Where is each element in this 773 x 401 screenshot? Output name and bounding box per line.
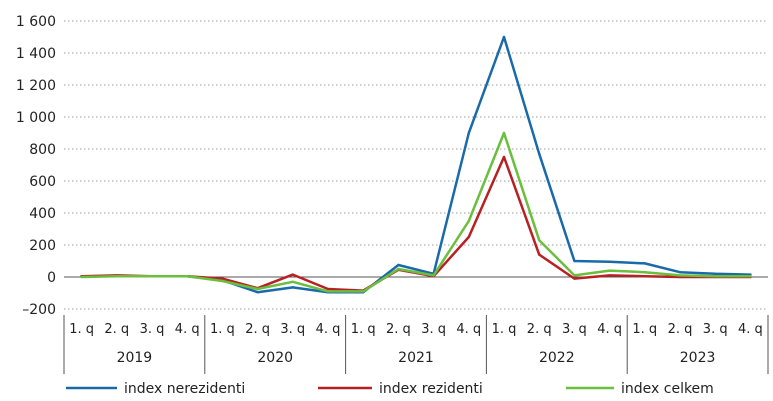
data-point bbox=[397, 267, 400, 271]
y-tick-label: 0 bbox=[47, 270, 56, 286]
y-tick-label: 1 000 bbox=[16, 110, 56, 126]
x-tick-label: 4. q bbox=[456, 322, 481, 337]
x-tick-label: 2. q bbox=[668, 322, 693, 337]
data-point bbox=[502, 35, 506, 39]
data-point bbox=[115, 275, 119, 278]
x-tick-label: 1. q bbox=[632, 322, 657, 337]
x-tick-label: 1. q bbox=[351, 322, 376, 337]
y-tick-label: –200 bbox=[22, 302, 56, 318]
data-point bbox=[608, 260, 611, 263]
legend-label: index nerezidenti bbox=[124, 381, 245, 397]
x-tick-label: 2. q bbox=[527, 322, 552, 337]
year-label: 2023 bbox=[680, 350, 716, 366]
data-point bbox=[291, 280, 294, 283]
data-point bbox=[678, 274, 682, 277]
y-tick-label: 600 bbox=[29, 174, 56, 190]
series-lines bbox=[80, 35, 752, 294]
legend-label: index celkem bbox=[621, 381, 714, 397]
data-point bbox=[714, 272, 717, 275]
data-point bbox=[643, 271, 646, 274]
data-point bbox=[150, 275, 154, 278]
x-tick-label: 4. q bbox=[175, 322, 200, 337]
data-point bbox=[467, 219, 470, 223]
x-tick-label: 3. q bbox=[280, 322, 305, 337]
x-tick-label: 2. q bbox=[104, 322, 129, 337]
data-point bbox=[573, 277, 576, 280]
data-point bbox=[538, 253, 541, 256]
x-tick-label: 2. q bbox=[386, 322, 411, 337]
data-point bbox=[502, 155, 506, 159]
y-tick-label: 800 bbox=[29, 142, 56, 158]
data-point bbox=[397, 263, 400, 267]
y-tick-label: 1 200 bbox=[16, 78, 56, 94]
year-label: 2021 bbox=[398, 350, 434, 366]
x-axis: 1. q 2. q 3. q 4. q 1. q 2. q 3. q 4. q 1. q 2. q… bbox=[63, 315, 769, 374]
data-point bbox=[643, 262, 646, 265]
year-label: 2022 bbox=[539, 350, 575, 366]
data-point bbox=[186, 275, 189, 278]
data-point bbox=[608, 269, 611, 272]
x-tick-label: 3. q bbox=[703, 322, 728, 337]
data-point bbox=[608, 274, 611, 277]
data-point bbox=[432, 274, 435, 277]
data-point bbox=[502, 131, 506, 135]
legend-label: index rezidenti bbox=[379, 381, 483, 397]
data-point bbox=[362, 290, 365, 293]
data-point bbox=[291, 273, 294, 276]
data-point bbox=[80, 275, 83, 279]
data-point bbox=[573, 274, 576, 277]
y-tick-label: 200 bbox=[29, 238, 56, 254]
data-point bbox=[538, 152, 541, 155]
series-line bbox=[80, 35, 752, 294]
data-point bbox=[256, 291, 259, 294]
x-tick-label: 4. q bbox=[738, 322, 763, 337]
year-label: 2019 bbox=[117, 350, 153, 366]
data-point bbox=[538, 239, 541, 242]
y-tick-label: 1 400 bbox=[16, 46, 56, 62]
y-tick-label: 400 bbox=[29, 206, 56, 222]
data-point bbox=[467, 235, 470, 239]
data-point bbox=[714, 275, 717, 278]
data-point bbox=[256, 287, 259, 291]
legend: index nerezidenti index rezidenti index ce… bbox=[66, 381, 714, 397]
data-point bbox=[573, 259, 576, 263]
data-point bbox=[749, 275, 752, 278]
x-tick-label: 3. q bbox=[562, 322, 587, 337]
data-point bbox=[326, 290, 330, 293]
x-tick-label: 3. q bbox=[140, 322, 165, 337]
data-point bbox=[643, 275, 646, 278]
year-label: 2020 bbox=[257, 350, 293, 366]
x-tick-label: 2. q bbox=[245, 322, 270, 337]
data-point bbox=[467, 131, 470, 135]
y-tick-label: 1 600 bbox=[16, 14, 56, 30]
x-tick-label: 3. q bbox=[421, 322, 446, 337]
data-point bbox=[221, 279, 224, 283]
data-point bbox=[221, 277, 224, 280]
gridlines bbox=[64, 20, 768, 310]
x-tick-label: 1. q bbox=[492, 322, 517, 337]
data-point bbox=[678, 271, 682, 274]
x-tick-label: 4. q bbox=[316, 322, 341, 337]
x-tick-label: 1. q bbox=[69, 322, 94, 337]
y-axis-ticks: –200 0 200 400 600 800 1 000 1 200 1 400 1 600 bbox=[16, 14, 56, 318]
data-point bbox=[326, 287, 330, 291]
series-line bbox=[80, 131, 752, 293]
x-tick-label: 1. q bbox=[210, 322, 235, 337]
data-point bbox=[291, 286, 294, 289]
x-tick-label: 4. q bbox=[597, 322, 622, 337]
